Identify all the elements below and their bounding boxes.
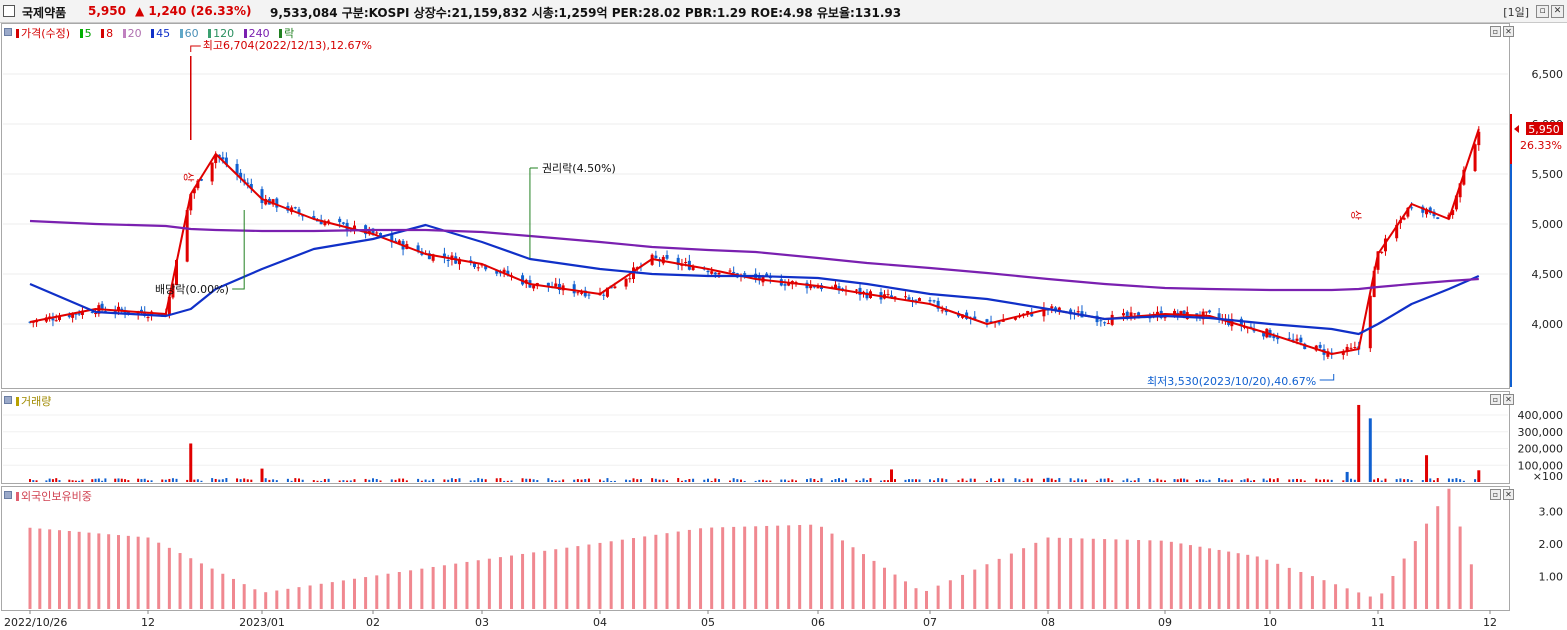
panel-close-icon[interactable]: ✕ (1503, 489, 1514, 500)
panel-close-icon[interactable]: ✕ (1503, 26, 1514, 37)
foreign-legend: 외국인보유비중 (16, 488, 95, 504)
legend-ma20: 20 (122, 27, 145, 40)
legend-ma8: 8 (101, 27, 116, 40)
stock-info: 9,533,084 구분:KOSPI 상장수:21,159,832 시총:1,2… (270, 6, 902, 20)
x-axis-label: 06 (811, 616, 825, 629)
panel-menu-icon[interactable] (4, 396, 12, 404)
x-axis-label: 2022/10/26 (4, 616, 67, 629)
stock-header-bar: 국제약품 5,950 ▲ 1,240 (26.33%) 9,533,084 구분… (0, 0, 1567, 23)
x-axis-label: 07 (923, 616, 937, 629)
panel-menu-icon[interactable] (4, 491, 12, 499)
legend-price: 가격(수정) (16, 27, 73, 40)
x-axis-label: 08 (1041, 616, 1055, 629)
x-axis-label: 12 (141, 616, 155, 629)
volume-legend: 거래량 (16, 393, 54, 409)
legend-ma60: 60 (179, 27, 202, 40)
x-axis-label: 05 (701, 616, 715, 629)
x-axis-label: 12 (1483, 616, 1497, 629)
price-legend: 가격(수정) 5 8 20 45 60 120 240 락 (16, 25, 300, 41)
restore-icon[interactable]: ▫ (1536, 5, 1549, 18)
x-axis-label: 10 (1263, 616, 1277, 629)
price-plot-area[interactable] (1, 23, 1510, 389)
legend-ma5: 5 (79, 27, 95, 40)
x-axis-label: 02 (366, 616, 380, 629)
panel-menu-icon[interactable] (4, 28, 12, 36)
price-change: ▲ 1,240 (26.33%) (135, 4, 252, 18)
x-axis-label: 09 (1158, 616, 1172, 629)
legend-ex-rights: 락 (279, 27, 297, 40)
foreign-holding-panel: 외국인보유비중 ▫ ✕ (0, 486, 1567, 611)
x-axis-label: 03 (475, 616, 489, 629)
close-icon[interactable]: ✕ (1551, 5, 1564, 18)
volume-plot-area[interactable] (1, 391, 1510, 484)
x-axis-label: 11 (1371, 616, 1385, 629)
panel-close-icon[interactable]: ✕ (1503, 394, 1514, 405)
volume-panel: 거래량 ▫ ✕ (0, 391, 1567, 484)
panel-restore-icon[interactable]: ▫ (1490, 26, 1501, 37)
panel-restore-icon[interactable]: ▫ (1490, 489, 1501, 500)
current-price: 5,950 (88, 4, 126, 18)
stock-name: 국제약품 (22, 6, 67, 20)
panel-restore-icon[interactable]: ▫ (1490, 394, 1501, 405)
legend-ma120: 120 (208, 27, 237, 40)
period-selector[interactable]: [1일] (1503, 6, 1529, 19)
price-panel: 가격(수정) 5 8 20 45 60 120 240 락 ▫ ✕ (0, 23, 1567, 389)
x-axis-label: 2023/01 (239, 616, 285, 629)
x-axis-label: 04 (593, 616, 607, 629)
foreign-plot-area[interactable] (1, 486, 1510, 611)
legend-ma45: 45 (151, 27, 173, 40)
legend-ma240: 240 (243, 27, 273, 40)
select-checkbox[interactable] (3, 5, 15, 17)
